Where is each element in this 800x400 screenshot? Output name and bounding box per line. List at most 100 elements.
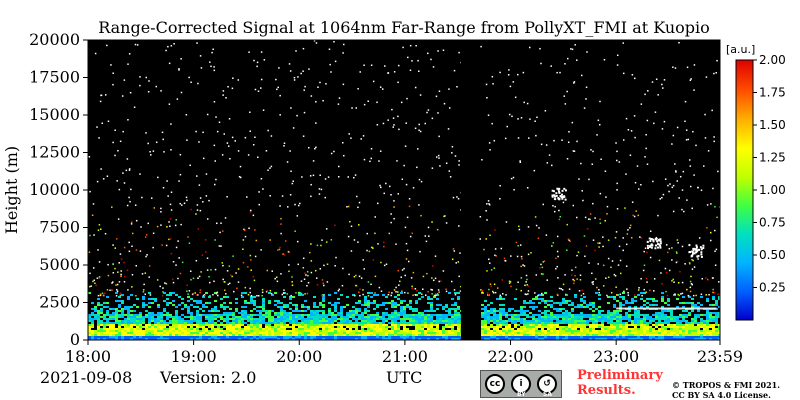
- heatmap-speckle: [534, 292, 536, 294]
- heatmap-cell: [337, 328, 340, 330]
- heatmap-speckle: [514, 96, 517, 99]
- heatmap-cell: [637, 334, 640, 336]
- heatmap-speckle: [370, 157, 373, 160]
- heatmap-speckle: [457, 261, 460, 263]
- heatmap-speckle: [167, 195, 169, 197]
- heatmap-cell: [88, 332, 91, 334]
- heatmap-speckle: [330, 152, 333, 155]
- heatmap-cell: [247, 336, 250, 338]
- heatmap-cell: [145, 310, 148, 312]
- heatmap-cell: [706, 300, 709, 302]
- heatmap-cell: [268, 326, 271, 328]
- heatmap-speckle: [107, 263, 109, 266]
- heatmap-speckle: [526, 102, 529, 105]
- heatmap-speckle: [304, 272, 306, 275]
- heatmap-cell: [580, 322, 583, 324]
- heatmap-cell: [682, 328, 685, 330]
- heatmap-speckle: [140, 226, 142, 228]
- heatmap-cell: [505, 320, 508, 322]
- heatmap-cell: [529, 336, 532, 338]
- heatmap-cell: [100, 322, 103, 324]
- heatmap-cell: [550, 320, 553, 322]
- heatmap-cell: [610, 330, 613, 332]
- heatmap-cell: [229, 338, 232, 340]
- heatmap-cell: [211, 338, 214, 340]
- heatmap-cell: [337, 312, 340, 314]
- heatmap-cell: [247, 314, 250, 316]
- heatmap-speckle: [690, 275, 692, 278]
- heatmap-cell: [535, 322, 538, 324]
- heatmap-cell: [94, 330, 97, 332]
- heatmap-cell: [610, 296, 613, 298]
- heatmap-cell: [646, 314, 649, 316]
- heatmap-cell: [391, 338, 394, 340]
- heatmap-cell: [709, 304, 712, 306]
- heatmap-cell: [535, 318, 538, 320]
- heatmap-cell: [256, 334, 259, 336]
- heatmap-speckle: [288, 264, 290, 266]
- heatmap-cell: [508, 308, 511, 310]
- heatmap-cell: [544, 314, 547, 316]
- heatmap-cell: [586, 306, 589, 308]
- heatmap-speckle: [605, 277, 607, 279]
- heatmap-cell: [544, 318, 547, 320]
- heatmap-speckle: [131, 232, 134, 235]
- heatmap-cell: [367, 302, 370, 304]
- heatmap-cell: [532, 330, 535, 332]
- heatmap-cell: [313, 304, 316, 306]
- heatmap-cell: [319, 324, 322, 326]
- heatmap-cell: [613, 326, 616, 328]
- heatmap-speckle: [325, 241, 328, 243]
- heatmap-cell: [610, 316, 613, 318]
- heatmap-cell: [505, 314, 508, 316]
- heatmap-cell: [361, 334, 364, 336]
- heatmap-cell: [142, 302, 145, 304]
- heatmap-cell: [484, 322, 487, 324]
- heatmap-cell: [490, 336, 493, 338]
- heatmap-cell: [277, 312, 280, 314]
- heatmap-speckle: [561, 289, 564, 291]
- heatmap-speckle: [179, 153, 182, 156]
- heatmap-cell: [202, 304, 205, 306]
- heatmap-cell: [571, 308, 574, 310]
- heatmap-speckle: [310, 183, 312, 186]
- heatmap-cell: [265, 338, 268, 340]
- heatmap-cell: [121, 330, 124, 332]
- heatmap-speckle: [616, 208, 619, 210]
- heatmap-cell: [136, 316, 139, 318]
- cloud-cell: [688, 251, 691, 254]
- heatmap-speckle: [615, 231, 618, 233]
- heatmap-speckle: [627, 229, 629, 231]
- heatmap-cell: [169, 328, 172, 330]
- heatmap-cell: [346, 320, 349, 322]
- heatmap-cell: [445, 336, 448, 338]
- heatmap-speckle: [127, 63, 129, 65]
- heatmap-cell: [229, 326, 232, 328]
- heatmap-cell: [535, 296, 538, 298]
- heatmap-cell: [100, 308, 103, 310]
- heatmap-speckle: [649, 230, 652, 233]
- heatmap-cell: [394, 304, 397, 306]
- heatmap-speckle: [131, 245, 133, 248]
- heatmap-cell: [283, 320, 286, 322]
- heatmap-cell: [379, 328, 382, 330]
- heatmap-speckle: [220, 222, 222, 224]
- heatmap-cell: [619, 322, 622, 324]
- heatmap-cell: [259, 318, 262, 320]
- heatmap-cell: [352, 294, 355, 296]
- heatmap-cell: [151, 334, 154, 336]
- heatmap-speckle: [576, 216, 578, 219]
- heatmap-speckle: [672, 134, 675, 137]
- heatmap-cell: [544, 336, 547, 338]
- heatmap-cell: [208, 316, 211, 318]
- heatmap-cell: [514, 334, 517, 336]
- heatmap-speckle: [157, 176, 159, 179]
- heatmap-cell: [109, 314, 112, 316]
- heatmap-cell: [382, 334, 385, 336]
- heatmap-cell: [355, 322, 358, 324]
- heatmap-cell: [211, 316, 214, 318]
- heatmap-cell: [160, 322, 163, 324]
- heatmap-cell: [274, 330, 277, 332]
- heatmap-speckle: [629, 224, 632, 227]
- heatmap-cell: [157, 324, 160, 326]
